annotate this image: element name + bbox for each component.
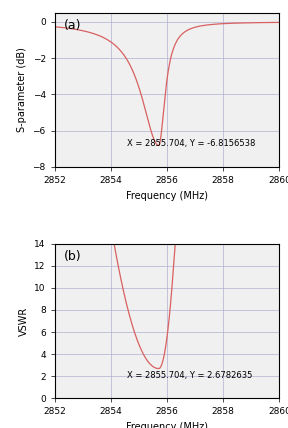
X-axis label: Frequency (MHz): Frequency (MHz) xyxy=(126,190,208,200)
Text: (b): (b) xyxy=(64,250,81,263)
Text: X = 2855.704, Y = -6.8156538: X = 2855.704, Y = -6.8156538 xyxy=(127,140,255,149)
Y-axis label: S-parameter (dB): S-parameter (dB) xyxy=(17,48,27,132)
Text: (a): (a) xyxy=(64,19,81,32)
X-axis label: Frequency (MHz): Frequency (MHz) xyxy=(126,422,208,428)
Y-axis label: VSWR: VSWR xyxy=(19,306,29,336)
Text: X = 2855.704, Y = 2.6782635: X = 2855.704, Y = 2.6782635 xyxy=(127,371,252,380)
